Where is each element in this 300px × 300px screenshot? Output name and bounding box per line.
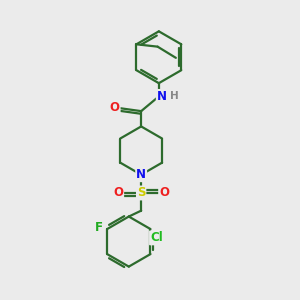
Text: S: S — [137, 187, 146, 200]
Text: N: N — [157, 90, 167, 103]
Text: O: O — [110, 101, 120, 114]
Text: H: H — [170, 91, 178, 100]
Text: Cl: Cl — [150, 231, 163, 244]
Text: O: O — [113, 187, 123, 200]
Text: N: N — [136, 168, 146, 181]
Text: O: O — [159, 187, 169, 200]
Text: F: F — [95, 221, 103, 234]
